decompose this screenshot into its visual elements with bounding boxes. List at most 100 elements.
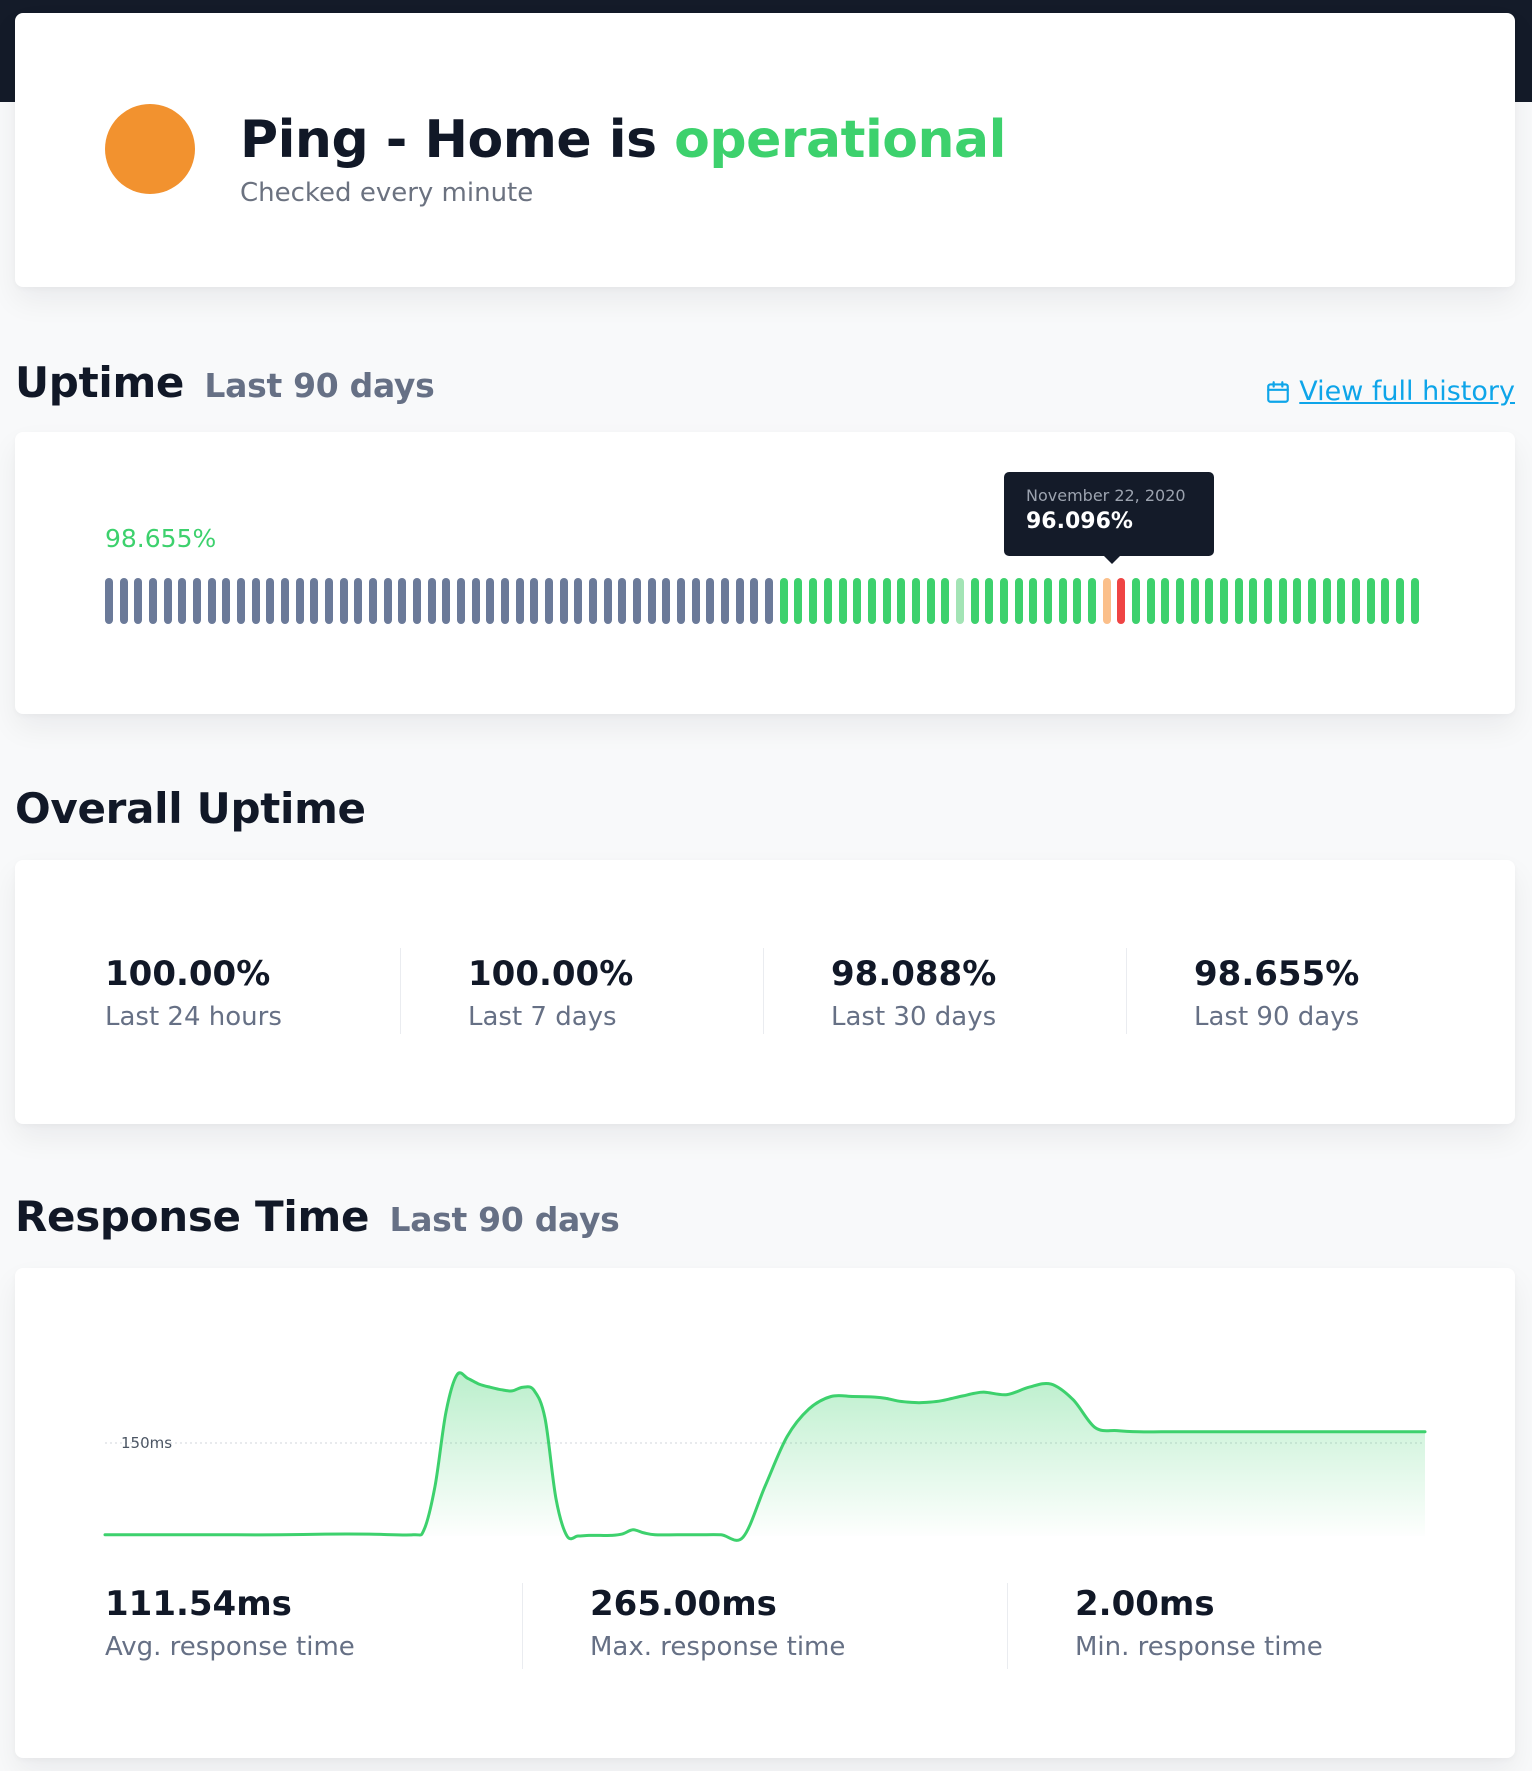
uptime-day-bar-up[interactable] [1307,578,1316,624]
uptime-day-bar-up[interactable] [1161,578,1170,624]
uptime-day-bar-nodata[interactable] [603,578,612,624]
uptime-day-bar-up[interactable] [794,578,803,624]
uptime-day-bar-up[interactable] [941,578,950,624]
uptime-day-bar-nodata[interactable] [647,578,656,624]
view-full-history-link[interactable]: View full history [1265,376,1515,407]
uptime-day-bar-nodata[interactable] [105,578,113,624]
uptime-day-bar-up[interactable] [882,578,891,624]
uptime-stat-90d: 98.655% Last 90 days [1194,954,1359,1032]
uptime-day-bar-nodata[interactable] [413,578,422,624]
uptime-day-bar-nodata[interactable] [281,578,290,624]
uptime-day-bar-nodata[interactable] [207,578,216,624]
uptime-day-bar-nodata[interactable] [325,578,334,624]
uptime-day-bar-nodata[interactable] [530,578,539,624]
uptime-day-bar-up[interactable] [897,578,906,624]
uptime-day-bar-nodata[interactable] [427,578,436,624]
uptime-day-bar-up[interactable] [1029,578,1038,624]
uptime-day-bar-up[interactable] [1014,578,1023,624]
uptime-day-bar-nodata[interactable] [589,578,598,624]
uptime-day-bar-nodata[interactable] [662,578,671,624]
uptime-day-bar-up[interactable] [1175,578,1184,624]
uptime-day-bar-up[interactable] [970,578,979,624]
uptime-day-bar-up[interactable] [1087,578,1096,624]
uptime-day-bar-nodata[interactable] [750,578,759,624]
tooltip-value: 96.096% [1026,509,1133,534]
uptime-day-bar-up[interactable] [823,578,832,624]
uptime-day-bar-up[interactable] [1410,578,1419,624]
uptime-day-bar-up[interactable] [1395,578,1404,624]
uptime-day-bar-up[interactable] [1234,578,1243,624]
monitor-name: Ping - Home is [240,110,675,170]
uptime-day-bar-up[interactable] [853,578,862,624]
uptime-day-bar-degraded[interactable] [1102,578,1111,624]
uptime-day-bar-nodata[interactable] [574,578,583,624]
uptime-day-bar-down[interactable] [1117,578,1126,624]
uptime-day-bar-up[interactable] [1058,578,1067,624]
uptime-day-bar-nodata[interactable] [471,578,480,624]
uptime-day-bar-nodata[interactable] [706,578,715,624]
uptime-day-bar-nodata[interactable] [545,578,554,624]
uptime-day-bar-nodata[interactable] [501,578,510,624]
uptime-day-bar-nodata[interactable] [134,578,143,624]
uptime-day-bar-up[interactable] [1131,578,1140,624]
uptime-day-bar-nodata[interactable] [251,578,260,624]
uptime-day-bar-nodata[interactable] [735,578,744,624]
stat-divider [1007,1583,1008,1669]
uptime-day-bar-nodata[interactable] [559,578,568,624]
uptime-day-bar-up[interactable] [1337,578,1346,624]
uptime-day-bar-nodata[interactable] [691,578,700,624]
uptime-day-bar-nodata[interactable] [618,578,627,624]
response-stat-label: Min. response time [1075,1632,1323,1662]
uptime-day-bar-nodata[interactable] [515,578,524,624]
uptime-day-bar-minor[interactable] [955,578,964,624]
uptime-stat-label: Last 24 hours [105,1002,282,1032]
uptime-day-bar-nodata[interactable] [633,578,642,624]
uptime-day-bar-up[interactable] [1351,578,1360,624]
uptime-day-bar-nodata[interactable] [310,578,319,624]
uptime-day-bar-nodata[interactable] [295,578,304,624]
uptime-day-bar-nodata[interactable] [266,578,275,624]
uptime-day-bar-nodata[interactable] [222,578,231,624]
uptime-day-bar-nodata[interactable] [163,578,172,624]
uptime-day-bar-up[interactable] [1293,578,1302,624]
uptime-day-bar-up[interactable] [985,578,994,624]
uptime-day-bar-up[interactable] [1381,578,1390,624]
uptime-section-title: Uptime Last 90 days [15,358,435,407]
uptime-day-bar-nodata[interactable] [486,578,495,624]
uptime-day-bar-nodata[interactable] [369,578,378,624]
uptime-day-bar-nodata[interactable] [119,578,128,624]
uptime-day-bar-up[interactable] [809,578,818,624]
uptime-day-bar-nodata[interactable] [721,578,730,624]
uptime-day-bar-up[interactable] [1146,578,1155,624]
uptime-day-bar-nodata[interactable] [765,578,774,624]
uptime-day-bar-up[interactable] [1366,578,1375,624]
uptime-day-bar-up[interactable] [1263,578,1272,624]
uptime-day-bar-up[interactable] [867,578,876,624]
uptime-day-bar-up[interactable] [1219,578,1228,624]
uptime-day-bar-up[interactable] [838,578,847,624]
uptime-day-bar-up[interactable] [1322,578,1331,624]
uptime-day-bar-nodata[interactable] [237,578,246,624]
uptime-day-bar-up[interactable] [999,578,1008,624]
uptime-day-bar-nodata[interactable] [193,578,202,624]
uptime-day-bar-up[interactable] [926,578,935,624]
uptime-day-bar-up[interactable] [1043,578,1052,624]
uptime-day-bar-nodata[interactable] [354,578,363,624]
uptime-day-bar-nodata[interactable] [339,578,348,624]
uptime-day-bar-up[interactable] [1190,578,1199,624]
uptime-day-bar-up[interactable] [1205,578,1214,624]
uptime-day-bar-nodata[interactable] [677,578,686,624]
uptime-day-bar-nodata[interactable] [383,578,392,624]
uptime-day-bar-up[interactable] [1278,578,1287,624]
uptime-day-bar-up[interactable] [911,578,920,624]
uptime-day-bar-up[interactable] [1073,578,1082,624]
uptime-stat-value: 100.00% [105,954,271,994]
uptime-day-bar-nodata[interactable] [457,578,466,624]
uptime-day-bar-up[interactable] [779,578,788,624]
uptime-day-bar-nodata[interactable] [442,578,451,624]
uptime-day-bar-nodata[interactable] [149,578,157,624]
uptime-day-bar-nodata[interactable] [398,578,407,624]
stat-divider [522,1583,523,1669]
uptime-day-bar-nodata[interactable] [178,578,187,624]
uptime-day-bar-up[interactable] [1249,578,1258,624]
